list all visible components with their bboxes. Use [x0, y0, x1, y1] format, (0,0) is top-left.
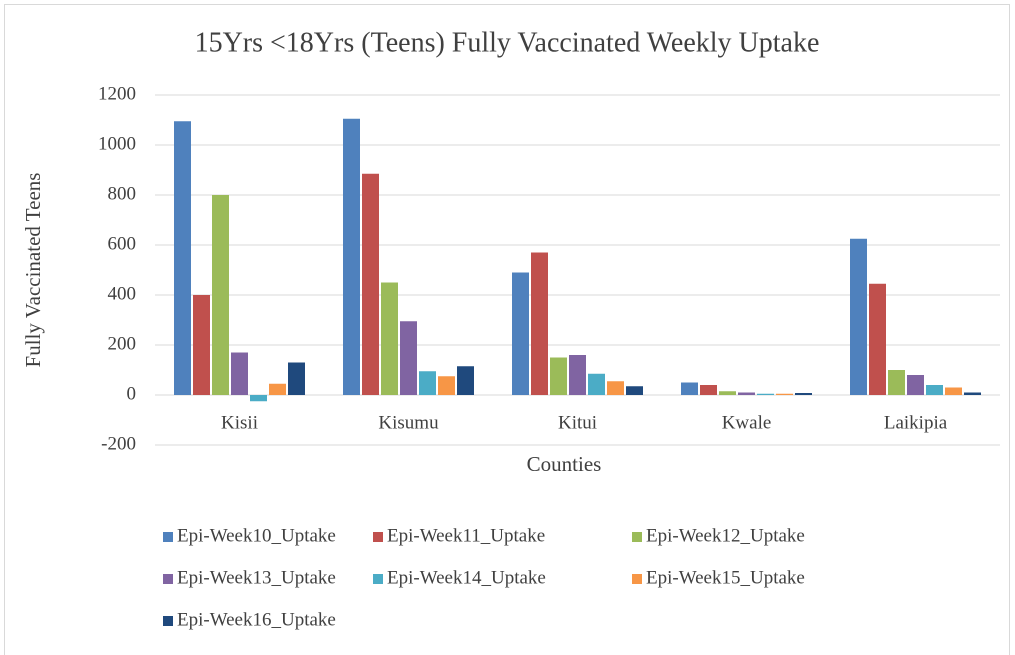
legend-swatch	[163, 532, 173, 542]
bar	[907, 375, 924, 395]
bar	[776, 393, 793, 395]
legend-swatch	[163, 616, 173, 626]
bar	[269, 383, 286, 395]
legend-swatch	[373, 574, 383, 584]
bar	[212, 195, 229, 395]
bar	[343, 118, 360, 395]
bar	[193, 295, 210, 395]
bar	[700, 385, 717, 395]
bar	[512, 272, 529, 395]
bar	[926, 385, 943, 395]
bar	[607, 381, 624, 395]
bar	[231, 352, 248, 395]
bar	[531, 252, 548, 395]
bar	[719, 391, 736, 395]
bar	[419, 371, 436, 395]
bar	[569, 355, 586, 395]
legend-label: Epi-Week11_Uptake	[387, 525, 545, 546]
bar	[738, 392, 755, 395]
x-tick-label: Kitui	[558, 412, 597, 433]
bar	[964, 392, 981, 395]
y-tick-label: 200	[108, 333, 137, 354]
bar	[757, 393, 774, 395]
x-axis-label: Counties	[527, 452, 602, 476]
chart-title: 15Yrs <18Yrs (Teens) Fully Vaccinated We…	[195, 27, 820, 58]
bar	[626, 386, 643, 395]
bar	[795, 393, 812, 395]
legend-label: Epi-Week15_Uptake	[646, 567, 805, 588]
bar	[588, 373, 605, 395]
legend-label: Epi-Week16_Uptake	[177, 609, 336, 630]
y-tick-label: 1000	[98, 133, 136, 154]
bar	[869, 283, 886, 395]
bar	[681, 382, 698, 395]
bar	[400, 321, 417, 395]
legend-swatch	[163, 574, 173, 584]
bar	[381, 282, 398, 395]
bar	[945, 387, 962, 395]
legend-swatch	[373, 532, 383, 542]
bar	[288, 362, 305, 395]
legend-label: Epi-Week10_Uptake	[177, 525, 336, 546]
bar	[438, 376, 455, 395]
y-tick-label: 600	[108, 233, 137, 254]
legend-swatch	[632, 532, 642, 542]
y-tick-label: 1200	[98, 83, 136, 104]
x-tick-label: Laikipia	[884, 412, 948, 433]
bar	[174, 121, 191, 395]
legend-swatch	[632, 574, 642, 584]
bar	[888, 370, 905, 395]
y-tick-label: 0	[127, 383, 137, 404]
x-tick-label: Kisii	[221, 412, 258, 433]
bar	[550, 357, 567, 395]
bar	[250, 395, 267, 402]
y-axis-label: Fully Vaccinated Teens	[21, 173, 45, 368]
y-tick-label: 800	[108, 183, 137, 204]
legend-label: Epi-Week13_Uptake	[177, 567, 336, 588]
bar	[850, 238, 867, 395]
chart-frame	[4, 4, 1010, 655]
bar	[362, 173, 379, 395]
y-tick-label: 400	[108, 283, 137, 304]
x-tick-label: Kwale	[722, 412, 772, 433]
y-tick-label: -200	[101, 433, 136, 454]
legend-label: Epi-Week14_Uptake	[387, 567, 546, 588]
x-tick-label: Kisumu	[378, 412, 439, 433]
bar	[457, 366, 474, 395]
legend-label: Epi-Week12_Uptake	[646, 525, 805, 546]
